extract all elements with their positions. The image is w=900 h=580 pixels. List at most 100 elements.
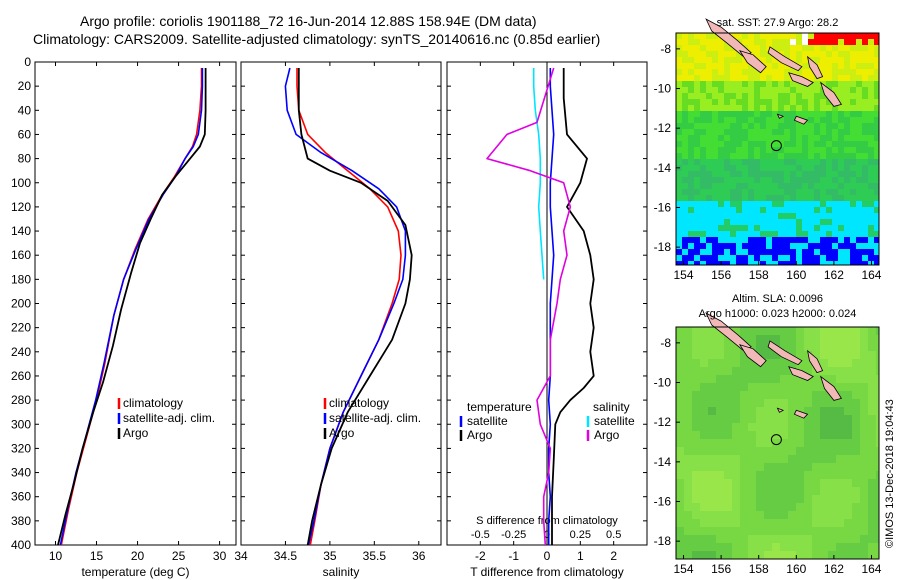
map-cell (730, 219, 737, 226)
map-cell (868, 237, 875, 244)
map-cell (820, 359, 829, 368)
map-cell (694, 123, 701, 130)
map-cell (694, 99, 701, 106)
map-cell (784, 141, 791, 148)
map-cell (766, 57, 773, 64)
map-cell (718, 99, 725, 106)
map-cell (802, 153, 809, 160)
map-cell (740, 527, 749, 536)
map-cell (836, 335, 845, 344)
map-cell (740, 391, 749, 400)
map-cell (692, 343, 701, 352)
map-cell (862, 111, 869, 118)
map-cell (796, 487, 805, 496)
map-cell (868, 135, 875, 142)
map-cell (780, 367, 789, 376)
map-cell (760, 201, 767, 208)
map-cell (808, 171, 815, 178)
map-cell (676, 87, 683, 94)
map-cell (706, 261, 713, 266)
map-cell (772, 183, 779, 190)
map-cell (808, 33, 815, 40)
map-cell (828, 511, 837, 520)
map-cell (868, 75, 875, 82)
x-tick-label: 35.5 (363, 549, 387, 563)
map-cell (754, 243, 761, 250)
map-cell (772, 463, 781, 472)
x-tick-label: 34 (234, 549, 248, 563)
map-cell (844, 159, 851, 166)
map-cell (724, 503, 733, 512)
map-cell (760, 117, 767, 124)
map-cell (760, 87, 767, 94)
map-cell (694, 261, 701, 266)
map-cell (740, 399, 749, 408)
map-cell (804, 327, 813, 336)
map-cell (748, 367, 757, 376)
map-cell (684, 375, 693, 384)
map-cell (850, 141, 857, 148)
map-cell (860, 327, 869, 336)
map-cell (852, 495, 861, 504)
map-cell (740, 447, 749, 456)
map-cell (764, 519, 773, 528)
map-cell (780, 535, 789, 544)
map-cell (838, 105, 845, 112)
map-cell (676, 335, 685, 344)
map-cell (838, 219, 845, 226)
map-cell (844, 57, 851, 64)
map-cell (796, 511, 805, 520)
map-cell (716, 527, 725, 536)
map-cell (682, 261, 689, 266)
map-cell (876, 527, 880, 536)
map-cell (804, 359, 813, 368)
map-cell (868, 189, 875, 196)
map-cell (748, 63, 755, 70)
map-cell (748, 165, 755, 172)
map-cell (764, 535, 773, 544)
map-cell (676, 511, 685, 520)
map-cell (778, 225, 785, 232)
map-cell (820, 189, 827, 196)
map-cell (820, 391, 829, 400)
map-cell (812, 535, 821, 544)
map-cell (808, 231, 815, 238)
map-cell (688, 117, 695, 124)
map-cell (748, 99, 755, 106)
map-cell (780, 511, 789, 520)
map-cell (682, 105, 689, 112)
map-cell (692, 463, 701, 472)
map-cell (742, 249, 749, 256)
map-cell (716, 343, 725, 352)
map-cell (844, 69, 851, 76)
map-cell (754, 99, 761, 106)
map-cell (808, 207, 815, 214)
map-cell (856, 159, 863, 166)
map-cell (694, 105, 701, 112)
map-cell (694, 219, 701, 226)
map-cell (772, 423, 781, 432)
map-cell (712, 45, 719, 52)
map-cell (838, 159, 845, 166)
map-cell (676, 123, 683, 130)
y-tick-label: 100 (11, 176, 31, 190)
map-cell (804, 431, 813, 440)
map-cell (692, 519, 701, 528)
y-tick-label: 20 (18, 79, 32, 93)
map-cell (700, 503, 709, 512)
map-cell (838, 123, 845, 130)
map-cell (856, 237, 863, 244)
map-cell (684, 495, 693, 504)
map-cell (688, 165, 695, 172)
map-cell (772, 455, 781, 464)
map-cell (708, 383, 717, 392)
map-cell (820, 123, 827, 130)
map-cell (856, 165, 863, 172)
map-cell (778, 81, 785, 88)
map-cell (772, 105, 779, 112)
map-cell (788, 455, 797, 464)
map-cell (682, 135, 689, 142)
map-cell (826, 57, 833, 64)
map-cell (868, 231, 875, 238)
map-cell (856, 213, 863, 220)
